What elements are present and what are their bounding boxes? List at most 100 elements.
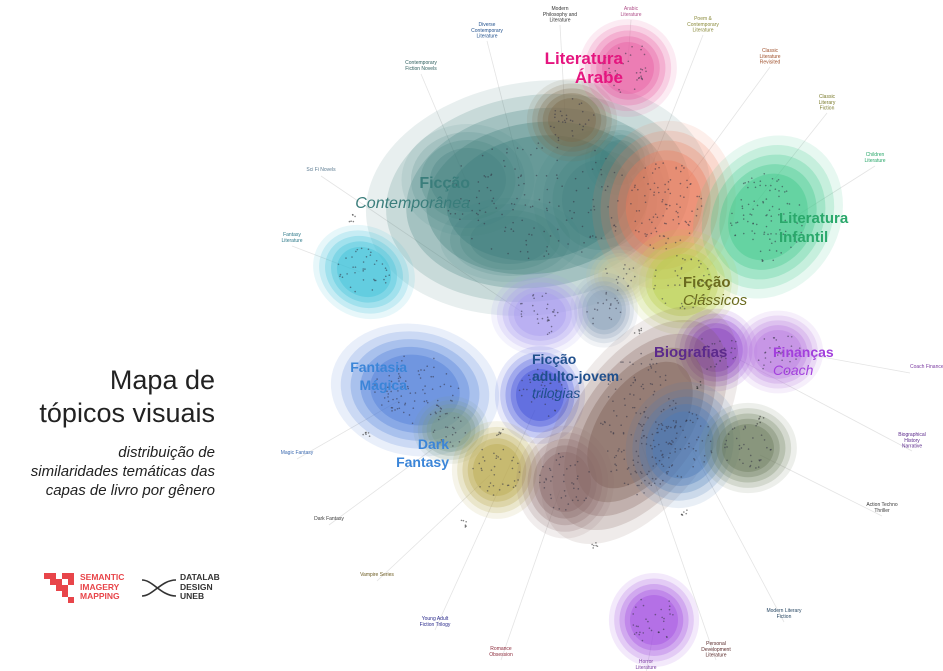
book-cover-point	[457, 387, 460, 390]
book-cover-point	[644, 233, 646, 235]
book-cover-point	[698, 195, 701, 198]
book-cover-point	[633, 406, 636, 409]
book-cover-point	[354, 215, 356, 218]
book-cover-point	[478, 462, 481, 465]
book-cover-point	[384, 281, 387, 284]
book-cover-point	[638, 633, 641, 636]
subtopic-label-line: Classic	[819, 94, 836, 100]
book-cover-point	[533, 397, 536, 400]
book-cover-point	[667, 188, 670, 191]
subtopic-label-line: Contemporary	[687, 22, 719, 28]
book-cover-point	[481, 469, 483, 472]
book-cover-point	[646, 473, 649, 476]
book-cover-point	[546, 316, 549, 319]
book-cover-point	[370, 251, 372, 254]
book-cover-point	[592, 114, 595, 116]
topic-label-line: Infantil	[779, 229, 828, 246]
book-cover-point	[460, 519, 463, 522]
book-cover-point	[649, 188, 652, 191]
book-cover-point	[577, 488, 580, 490]
book-cover-point	[362, 270, 365, 272]
book-cover-point	[649, 382, 652, 385]
book-cover-point	[647, 183, 649, 185]
topic-label-line: Coach	[773, 362, 814, 378]
book-cover-point	[552, 506, 555, 509]
book-cover-point	[666, 636, 668, 639]
book-cover-point	[574, 177, 577, 180]
subtopic-label-line: Literature	[705, 653, 726, 659]
topic-cluster	[451, 421, 543, 519]
book-cover-point	[626, 285, 629, 288]
book-cover-point	[561, 114, 563, 117]
book-cover-point	[546, 320, 549, 322]
book-cover-point	[683, 167, 685, 169]
book-cover-point	[659, 483, 662, 485]
book-cover-point	[744, 425, 746, 427]
book-cover-point	[491, 148, 493, 150]
book-cover-point	[522, 148, 524, 151]
book-cover-point	[699, 278, 701, 281]
book-cover-point	[351, 213, 354, 216]
book-cover-point	[684, 299, 686, 301]
book-cover-point	[686, 186, 689, 189]
book-cover-point	[651, 456, 654, 458]
book-cover-point	[555, 389, 558, 392]
logo-2-line-1: DATALAB	[180, 572, 220, 582]
book-cover-point	[590, 209, 592, 211]
book-cover-point	[432, 431, 435, 433]
book-cover-point	[538, 198, 541, 201]
book-cover-point	[619, 91, 622, 93]
book-cover-point	[522, 388, 525, 391]
topic-label-line: adulto-jovem	[532, 368, 619, 384]
book-cover-point	[643, 492, 645, 494]
topic-cluster	[699, 402, 797, 494]
book-cover-point	[482, 456, 484, 458]
book-cover-point	[546, 333, 549, 336]
book-cover-point	[779, 233, 782, 236]
book-cover-point	[642, 435, 645, 437]
book-cover-point	[674, 270, 677, 272]
book-cover-point	[606, 272, 608, 275]
book-cover-point	[491, 200, 493, 202]
book-cover-point	[667, 425, 670, 428]
book-cover-point	[620, 361, 622, 363]
book-cover-point	[404, 403, 406, 406]
book-cover-point	[697, 436, 700, 438]
book-cover-point	[651, 221, 653, 224]
book-cover-point	[478, 190, 480, 192]
book-cover-point	[706, 267, 709, 270]
book-cover-point	[553, 309, 555, 311]
book-cover-point	[596, 309, 599, 311]
book-cover-point	[662, 479, 664, 482]
book-cover-point	[525, 243, 528, 246]
book-cover-point	[778, 190, 780, 192]
book-cover-point	[633, 376, 636, 379]
book-cover-point	[611, 373, 613, 375]
book-cover-point	[729, 222, 732, 224]
book-cover-point	[640, 437, 643, 439]
book-cover-point	[676, 475, 679, 477]
subtopic-label-line: Thriller	[874, 508, 890, 514]
book-cover-point	[790, 246, 792, 249]
book-cover-point	[771, 177, 774, 180]
book-cover-point	[710, 451, 713, 454]
book-cover-point	[652, 393, 655, 396]
book-cover-point	[778, 208, 781, 211]
book-cover-point	[605, 157, 607, 160]
book-cover-point	[529, 378, 531, 381]
book-cover-point	[367, 432, 370, 434]
book-cover-point	[490, 469, 493, 471]
book-cover-point	[392, 398, 394, 401]
book-cover-point	[640, 48, 642, 51]
book-cover-point	[556, 228, 559, 231]
subtopic-label: Children Literature	[864, 152, 885, 164]
book-cover-point	[490, 248, 493, 250]
book-cover-point	[452, 182, 454, 185]
book-cover-point	[385, 269, 388, 272]
book-cover-point	[753, 200, 756, 203]
book-cover-point	[604, 56, 607, 59]
book-cover-point	[778, 345, 780, 348]
book-cover-point	[613, 224, 616, 226]
book-cover-point	[571, 135, 574, 137]
book-cover-point	[610, 431, 612, 433]
